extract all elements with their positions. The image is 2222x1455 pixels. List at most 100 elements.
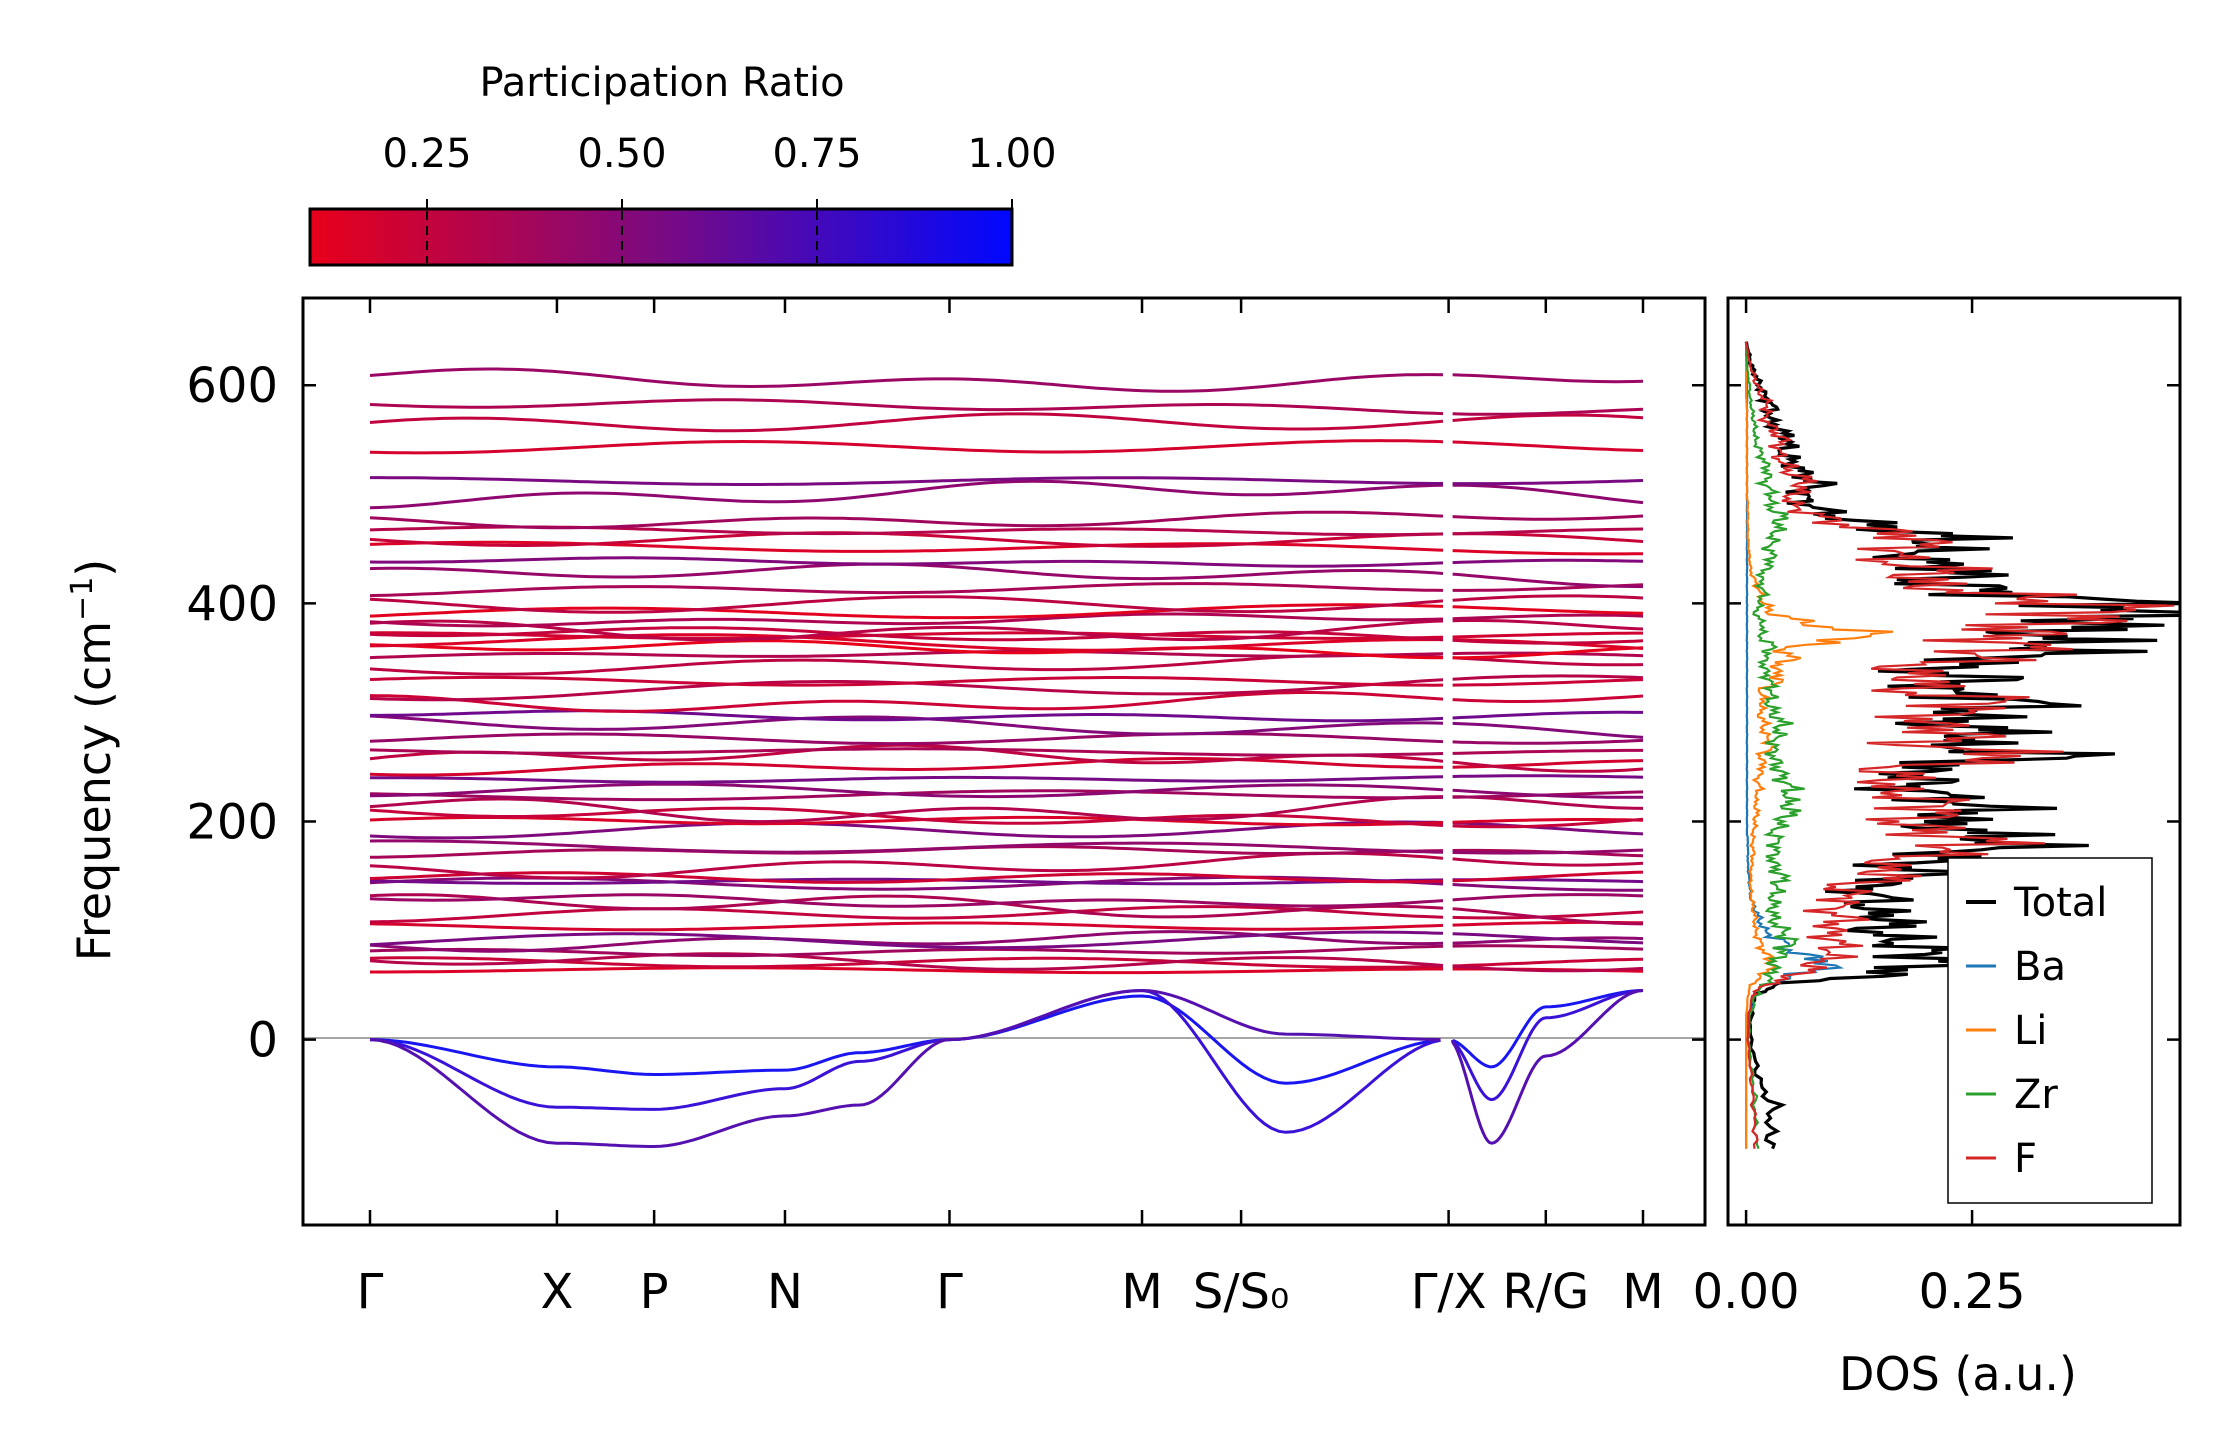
dos-line-li	[1745, 341, 1894, 1149]
optical-band-line	[1452, 957, 1644, 968]
optical-band-line	[369, 556, 1443, 568]
optical-band-line	[1452, 883, 1643, 892]
optical-band-line	[369, 479, 1443, 510]
optical-band-line	[1452, 893, 1644, 902]
acoustic-branch-line	[369, 989, 1441, 1134]
optical-band-line	[1452, 817, 1644, 829]
optical-band-line	[1452, 631, 1643, 639]
optical-band-line	[369, 595, 1443, 614]
kpoint-label: S/S₀	[1193, 1264, 1289, 1320]
colorbar-tick-label: 0.75	[772, 131, 861, 177]
optical-band-line	[369, 691, 1443, 713]
optical-band-line	[1452, 932, 1644, 945]
optical-band-line	[1452, 549, 1644, 556]
legend-label: Ba	[2014, 944, 2066, 990]
kpoint-label: Γ	[936, 1264, 963, 1320]
band-structure-frame	[301, 296, 1707, 1227]
band-ytick-label: 400	[186, 576, 278, 632]
optical-band-line	[369, 675, 1443, 687]
dos-axes: 0.00 0.25	[1693, 298, 2180, 1320]
band-y-axis: 0 200 400 600	[186, 358, 1705, 1069]
optical-band-line	[1452, 594, 1644, 602]
optical-band-line	[1452, 944, 1644, 951]
optical-band-line	[369, 439, 1443, 455]
optical-band-line	[1452, 821, 1644, 836]
dos-xtick-label: 0.25	[1919, 1264, 2026, 1320]
y-axis-title-superscript: −1	[65, 577, 100, 621]
optical-band-line	[1452, 605, 1644, 615]
optical-band-line	[369, 851, 1443, 880]
y-axis-title: Frequency (cm−1)	[65, 559, 121, 962]
optical-band-line	[1452, 848, 1644, 855]
kpoint-label: M	[1121, 1264, 1162, 1320]
optical-band-line	[1452, 407, 1644, 416]
optical-band-line	[369, 412, 1443, 433]
colorbar-tick-label: 0.25	[382, 131, 471, 177]
optical-band-line	[369, 905, 1443, 924]
band-x-axis: Γ X P N Γ M S/S₀ Γ/X R/G M	[357, 298, 1664, 1320]
optical-band-line	[1452, 721, 1644, 739]
optical-band-line	[1452, 479, 1644, 486]
optical-band-line	[369, 649, 1443, 660]
band-ytick-label: 600	[186, 358, 278, 414]
colorbar-tick-label: 0.50	[577, 131, 666, 177]
optical-band-line	[1452, 870, 1644, 883]
optical-band-line	[369, 815, 1443, 827]
optical-band-line	[1452, 656, 1644, 667]
kpoint-label: N	[767, 1264, 803, 1320]
optical-band-line	[1452, 774, 1644, 779]
optical-band-line	[1452, 964, 1644, 973]
y-axis-title-text: Frequency (cm	[67, 621, 121, 961]
acoustic-branch-line	[1451, 989, 1644, 1102]
optical-band-line	[1452, 440, 1644, 452]
optical-band-line	[1452, 413, 1644, 422]
optical-band-line	[1452, 527, 1644, 536]
acoustic-branch-line	[369, 994, 1441, 1085]
colorbar-title: Participation Ratio	[479, 60, 844, 106]
acoustic-branch-line	[1451, 989, 1644, 1145]
dos-frame	[1726, 296, 2182, 1227]
optical-band-line	[1452, 907, 1644, 926]
y-axis-title-close: )	[67, 559, 121, 577]
optical-band-line	[1452, 857, 1644, 867]
optical-band-line	[1452, 619, 1644, 631]
optical-band-line	[1452, 694, 1644, 703]
optical-band-line	[1452, 646, 1644, 660]
optical-band-line	[369, 619, 1443, 642]
optical-band-line	[1452, 738, 1644, 745]
optical-band-line	[369, 398, 1443, 416]
optical-band-line	[370, 775, 1443, 784]
kpoint-label: P	[640, 1264, 669, 1320]
dos-panel: 0.00 0.25 DOS (a.u.) Total Ba Li Zr F	[1693, 296, 2182, 1401]
colorbar-tick-label: 1.00	[967, 131, 1056, 177]
optical-band-line	[1452, 674, 1644, 681]
dos-xtick-label: 0.00	[1693, 1264, 1800, 1320]
optical-band-line	[1452, 558, 1644, 565]
band-lines-right	[1451, 373, 1644, 1145]
dos-lines	[1744, 341, 2180, 1150]
optical-band-line	[369, 921, 1443, 932]
optical-band-line	[369, 747, 1443, 757]
optical-band-line	[1452, 788, 1644, 799]
optical-band-line	[369, 653, 1443, 676]
optical-band-line	[370, 476, 1443, 486]
band-ytick-label: 200	[186, 794, 278, 850]
optical-band-line	[1452, 373, 1644, 384]
optical-band-line	[369, 893, 1443, 919]
optical-band-line	[369, 877, 1443, 886]
optical-band-line	[369, 782, 1443, 799]
optical-band-line	[369, 871, 1443, 884]
optical-band-line	[369, 893, 1443, 908]
optical-band-line	[369, 367, 1443, 393]
band-structure-panel: 0 200 400 600 Γ X P N Γ M S/S₀ Γ/X R/G M Frequency (…	[65, 296, 1707, 1320]
legend-label: Li	[2014, 1008, 2047, 1054]
optical-band-line	[369, 839, 1443, 854]
optical-band-line	[1452, 748, 1643, 755]
optical-band-line	[369, 930, 1443, 950]
kpoint-label: Γ/X	[1411, 1264, 1487, 1320]
colorbar: Participation Ratio 0.25 0.50 0.75 1.00	[308, 60, 1057, 267]
legend-label: Zr	[2014, 1072, 2058, 1118]
optical-band-line	[369, 952, 1443, 971]
colorbar-ticks: 0.25 0.50 0.75 1.00	[382, 131, 1057, 263]
